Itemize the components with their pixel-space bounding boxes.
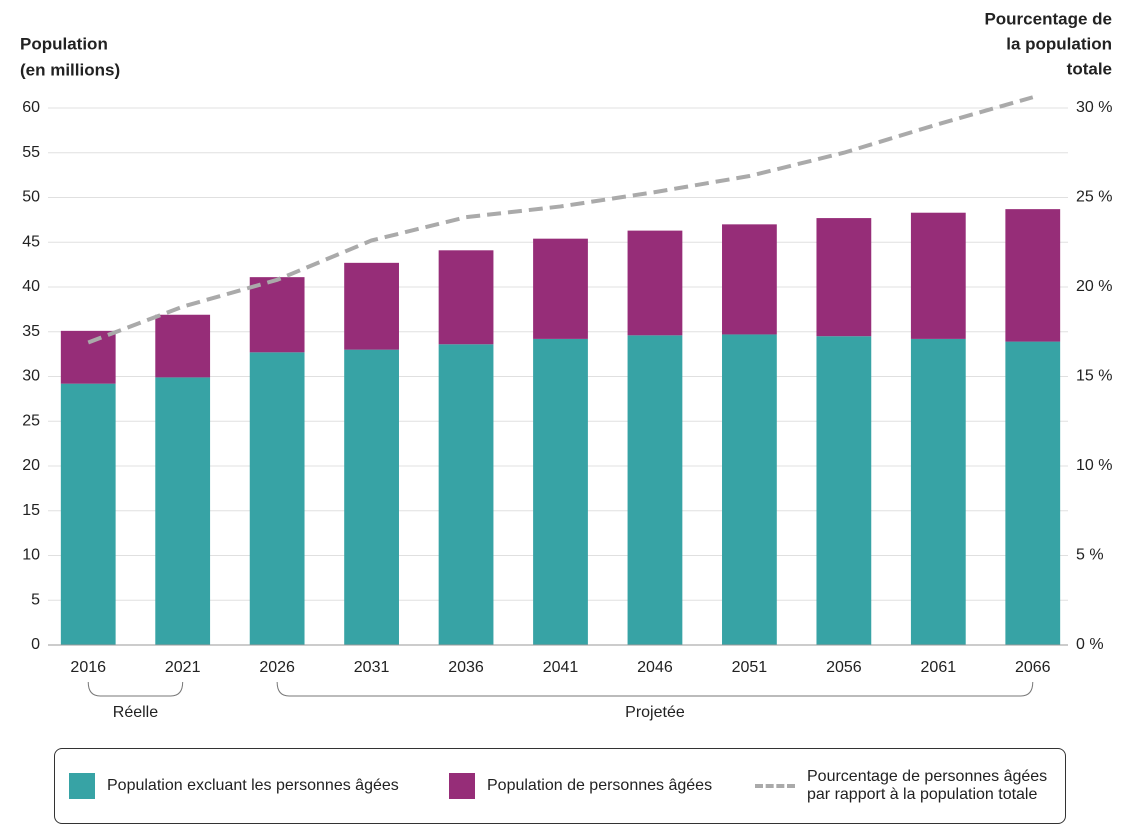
bar	[344, 349, 399, 645]
y2-tick-label: 30 %	[1076, 99, 1112, 116]
y-tick-label: 50	[22, 189, 40, 206]
x-tick-label: 2056	[826, 659, 862, 676]
y-tick-label: 20	[22, 457, 40, 474]
group-bracket	[87, 681, 184, 697]
legend-swatch	[69, 773, 95, 799]
group-label: Projetée	[625, 704, 685, 721]
bar	[627, 230, 683, 336]
bar	[60, 330, 116, 384]
y-tick-label: 35	[22, 323, 40, 340]
bar	[249, 352, 305, 645]
legend: Population excluant les personnes âgées P…	[54, 748, 1066, 824]
x-tick-label: 2016	[70, 659, 106, 676]
bar	[438, 250, 494, 345]
y2-axis-title: Pourcentage de	[984, 9, 1112, 28]
bar	[722, 334, 777, 645]
y-axis-title: (en millions)	[20, 60, 120, 79]
bar	[60, 383, 116, 645]
y-tick-label: 10	[22, 547, 40, 564]
y-tick-label: 5	[31, 591, 40, 608]
y-tick-label: 55	[22, 144, 40, 161]
bar	[816, 336, 872, 645]
legend-item: Pourcentage de personnes âgées par rappo…	[755, 749, 1055, 823]
y-tick-label: 25	[22, 412, 40, 429]
bar	[910, 338, 966, 645]
y-tick-label: 30	[22, 368, 40, 385]
legend-swatch	[449, 773, 475, 799]
bar	[249, 277, 305, 353]
y-tick-label: 15	[22, 502, 40, 519]
legend-item: Population excluant les personnes âgées	[69, 749, 429, 823]
y2-tick-label: 5 %	[1076, 547, 1104, 564]
x-tick-label: 2026	[259, 659, 295, 676]
x-tick-label: 2046	[637, 659, 673, 676]
bar	[155, 314, 211, 378]
y2-tick-label: 15 %	[1076, 368, 1112, 385]
group-bracket	[276, 681, 1034, 697]
chart: Population (en millions) Pourcentage de la …	[20, 9, 1112, 721]
y-tick-label: 45	[22, 233, 40, 250]
bar	[722, 224, 777, 335]
y2-axis-title: la population	[1006, 34, 1112, 53]
bar	[627, 335, 683, 645]
legend-label: Population de personnes âgées	[487, 777, 713, 794]
x-tick-label: 2041	[543, 659, 579, 676]
y2-tick-label: 0 %	[1076, 636, 1104, 653]
y2-tick-label: 25 %	[1076, 189, 1112, 206]
y-axis-title: Population	[20, 34, 108, 53]
x-tick-label: 2021	[165, 659, 201, 676]
y-tick-label: 0	[31, 636, 40, 653]
bar	[910, 212, 966, 339]
bar	[1005, 341, 1061, 645]
x-tick-label: 2066	[1015, 659, 1051, 676]
y-tick-label: 60	[22, 99, 40, 116]
bar	[1005, 209, 1061, 342]
legend-item: Population de personnes âgées	[449, 749, 749, 823]
bar	[344, 262, 399, 350]
x-tick-label: 2031	[354, 659, 390, 676]
legend-label: Pourcentage de personnes âgées par rappo…	[807, 768, 1048, 803]
bar	[816, 218, 872, 337]
x-tick-label: 2036	[448, 659, 484, 676]
bar	[533, 338, 588, 645]
group-label: Réelle	[113, 704, 158, 721]
legend-swatch	[755, 784, 795, 788]
y-tick-label: 40	[22, 278, 40, 295]
legend-label: Population excluant les personnes âgées	[107, 777, 399, 794]
bar	[155, 377, 211, 645]
y2-axis-title: totale	[1067, 59, 1112, 78]
x-tick-label: 2051	[732, 659, 768, 676]
y2-tick-label: 10 %	[1076, 457, 1112, 474]
line-series	[87, 95, 1034, 345]
bar	[533, 238, 588, 339]
y2-tick-label: 20 %	[1076, 278, 1112, 295]
bar	[438, 344, 494, 645]
x-tick-label: 2061	[921, 659, 957, 676]
